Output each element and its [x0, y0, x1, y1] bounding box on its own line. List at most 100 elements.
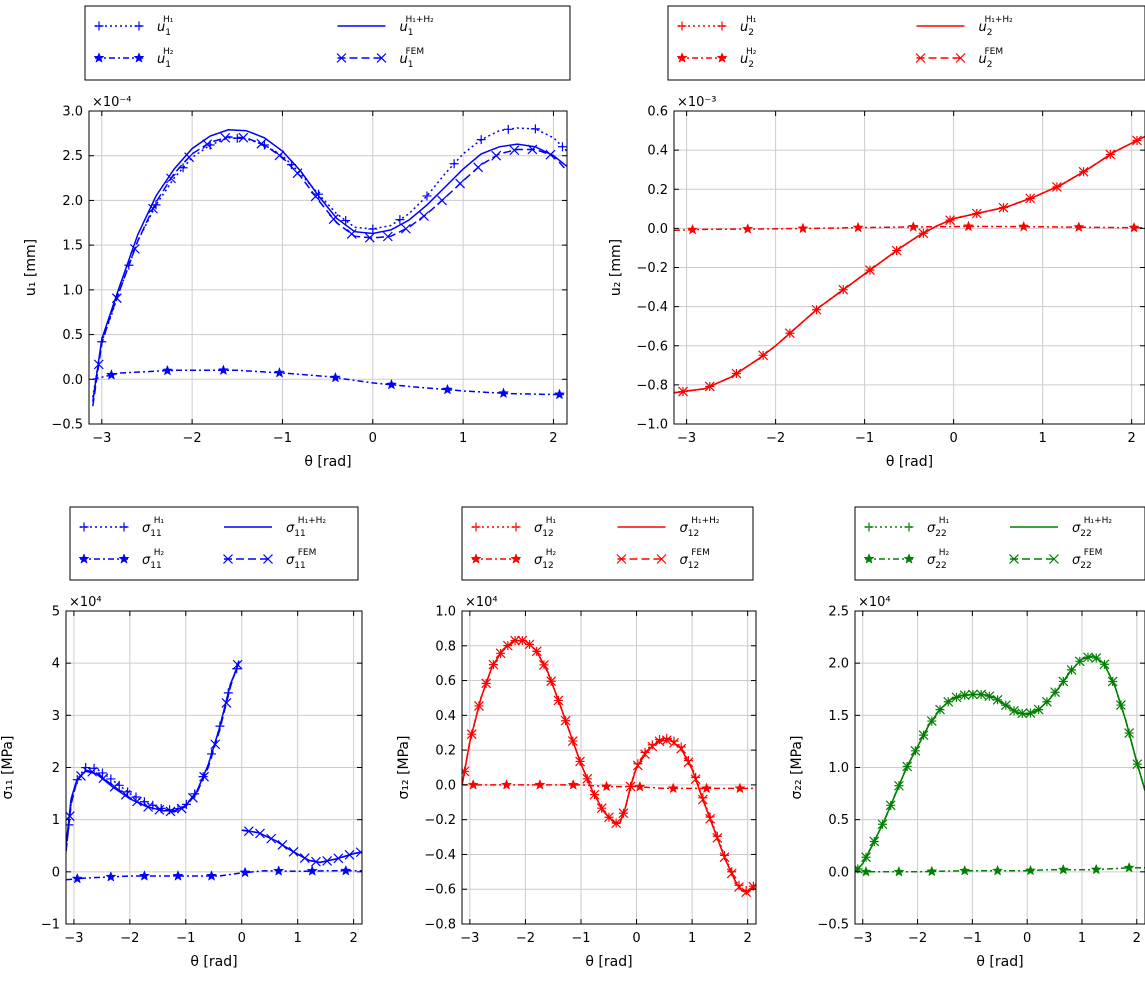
y-tick-label: −0.2	[636, 261, 668, 276]
y-axis-label: u₂ [mm]	[608, 239, 624, 296]
marker-h2	[105, 369, 118, 380]
marker-fem	[1033, 704, 1044, 715]
marker-fem	[545, 149, 556, 160]
marker-h1	[557, 142, 567, 152]
marker-fem	[199, 771, 209, 782]
marker-fem	[310, 191, 321, 202]
legend: u1H₁ u1H₁+H₂ u1H₂ u1FEM	[84, 5, 571, 81]
marker-fem	[546, 676, 557, 687]
marker-fem	[625, 781, 636, 792]
marker-fem	[1132, 135, 1142, 146]
marker-fem	[861, 852, 871, 863]
marker-fem	[148, 203, 158, 214]
series-line-fem	[674, 135, 1145, 394]
marker-fem	[731, 368, 742, 379]
marker-h1	[530, 124, 540, 134]
marker-fem	[509, 145, 520, 156]
legend-entry-h2: σ11H₂	[78, 548, 164, 571]
legend-entry-h1h2: u1H₁+H₂	[337, 15, 434, 38]
series-line-h1h2	[92, 129, 567, 402]
marker-h2	[1073, 221, 1085, 232]
marker-fem	[676, 743, 687, 754]
marker-h2	[553, 388, 566, 400]
legend-marker	[78, 553, 90, 564]
marker-fem	[998, 202, 1009, 213]
legend-marker	[915, 53, 926, 63]
marker-fem	[618, 808, 629, 819]
legend-marker	[336, 53, 347, 63]
marker-h2	[893, 865, 905, 877]
legend-label: σ12FEM	[680, 548, 710, 571]
legend-marker	[511, 522, 521, 532]
marker-h2	[71, 872, 83, 884]
marker-fem	[869, 836, 880, 847]
y-tick-label: 2.0	[828, 657, 849, 672]
marker-h1	[422, 191, 432, 201]
legend-marker	[864, 522, 874, 532]
legend-entry-fem: σ12FEM	[616, 548, 710, 571]
legend-label: σ12H₂	[534, 548, 556, 571]
axis-scale-factor: ×10⁴	[858, 595, 891, 610]
x-tick-label: −2	[516, 931, 535, 946]
marker-h2	[467, 779, 479, 790]
marker-h1	[449, 159, 459, 169]
marker-h2	[534, 779, 546, 790]
marker-fem	[992, 694, 1003, 705]
y-tick-label: 0.2	[435, 744, 456, 759]
legend-entry-h1h2: u2H₁+H₂	[916, 15, 1014, 38]
y-tick-label: 0.5	[828, 813, 849, 828]
x-tick-label: 1	[1038, 431, 1046, 446]
marker-h2	[497, 387, 510, 399]
marker-h2	[385, 378, 398, 390]
marker-h2	[340, 864, 352, 876]
x-tick-label: 2	[1133, 931, 1141, 946]
y-tick-label: 0.0	[647, 222, 668, 237]
marker-fem	[697, 794, 708, 805]
y-tick-label: 0.4	[435, 709, 456, 724]
marker-fem	[132, 796, 142, 807]
legend-marker	[716, 52, 728, 63]
legend-entry-h1h2: σ12H₁+H₂	[617, 516, 720, 539]
x-tick-label: −1	[571, 931, 590, 946]
marker-fem	[481, 678, 492, 689]
y-tick-label: −0.2	[424, 813, 456, 828]
marker-fem	[678, 386, 688, 397]
marker-fem	[400, 223, 411, 234]
legend-marker	[510, 553, 522, 564]
marker-h2	[1018, 220, 1030, 232]
marker-h2	[926, 865, 938, 877]
gridlines	[674, 110, 1145, 425]
legend-label: σ22H₁	[927, 516, 949, 539]
marker-fem	[531, 646, 542, 657]
marker-h1	[341, 216, 351, 226]
marker-h1	[476, 135, 486, 145]
marker-fem	[210, 739, 221, 750]
marker-fem	[704, 381, 715, 392]
series-line-fem	[66, 660, 362, 864]
series-line-h2	[66, 870, 362, 881]
marker-fem	[971, 208, 982, 219]
legend-marker	[616, 554, 627, 564]
marker-fem	[611, 818, 622, 829]
marker-fem	[466, 729, 477, 740]
legend-label: σ11H₂	[142, 548, 164, 571]
legend-label: σ12H₁+H₂	[680, 516, 720, 539]
marker-h2	[105, 871, 117, 882]
marker-h2	[860, 865, 872, 877]
x-tick-label: 1	[459, 431, 467, 446]
x-tick-label: −3	[460, 931, 479, 946]
marker-fem	[1051, 181, 1062, 192]
legend-marker	[376, 53, 387, 63]
marker-fem	[976, 689, 987, 700]
y-axis-label: σ₂₂ [MPa]	[789, 736, 805, 800]
y-tick-label: 0.5	[62, 328, 83, 343]
marker-fem	[220, 132, 231, 143]
x-tick-label: 0	[1023, 931, 1031, 946]
marker-fem	[632, 760, 643, 771]
marker-fem	[705, 813, 715, 824]
legend-label: u2H₁+H₂	[979, 15, 1014, 38]
series-line-h1h2	[674, 135, 1145, 394]
marker-h2	[306, 865, 318, 876]
marker-fem	[855, 863, 863, 874]
marker-h2	[172, 870, 184, 881]
